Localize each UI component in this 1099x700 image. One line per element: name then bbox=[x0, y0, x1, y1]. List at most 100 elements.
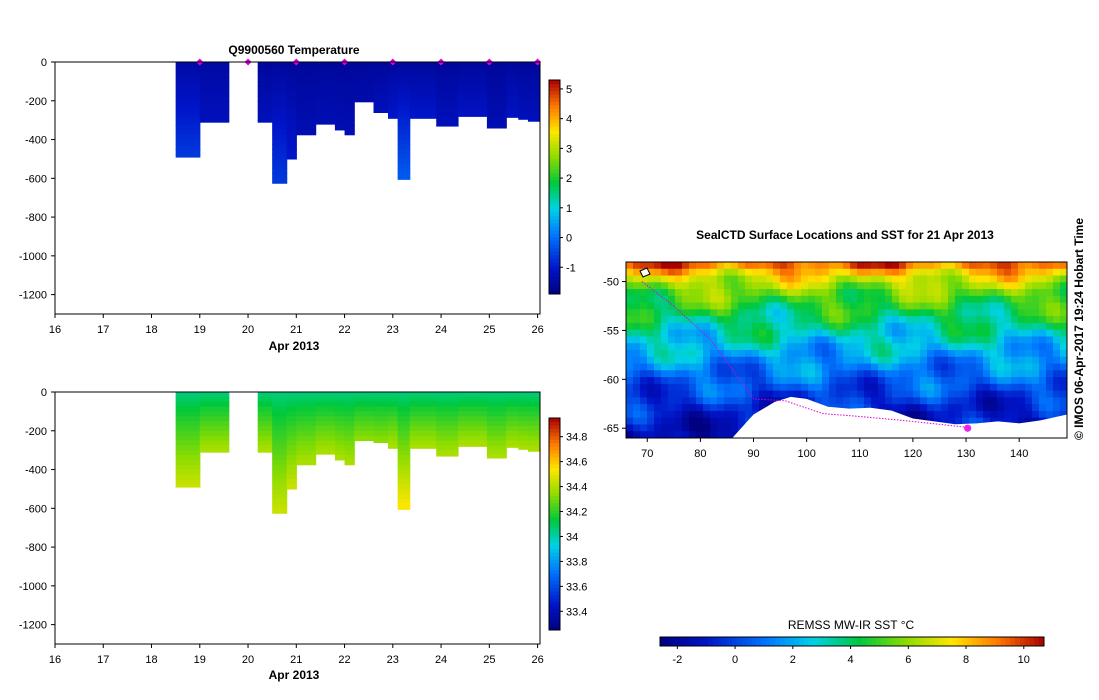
sst-cell bbox=[787, 268, 795, 277]
sst-cell bbox=[976, 282, 984, 290]
colorbar-segment bbox=[799, 637, 805, 646]
sst-cell bbox=[703, 343, 711, 351]
profile-cell bbox=[409, 66, 437, 73]
profile-cell bbox=[397, 100, 411, 107]
sst-cell bbox=[787, 383, 795, 392]
profile-cell bbox=[272, 144, 288, 150]
profile-cell bbox=[257, 392, 273, 398]
sst-cell bbox=[899, 302, 907, 310]
sst-cell bbox=[633, 268, 641, 277]
sst-cell bbox=[633, 302, 641, 310]
sst-cell bbox=[927, 282, 935, 290]
sst-cell bbox=[864, 350, 872, 358]
sst-cell bbox=[703, 289, 711, 297]
colorbar-segment bbox=[549, 158, 560, 163]
profile-cell bbox=[397, 81, 411, 87]
sst-cell bbox=[689, 329, 697, 338]
colorbar-segment bbox=[751, 637, 757, 646]
sst-cell bbox=[710, 424, 718, 432]
colorbar-segment bbox=[549, 421, 560, 426]
sst-cell bbox=[969, 302, 977, 310]
profile-cell bbox=[334, 450, 346, 456]
sst-cell bbox=[976, 397, 984, 405]
colorbar-segment bbox=[991, 637, 997, 646]
profile-cell bbox=[344, 81, 355, 87]
profile-cell bbox=[506, 86, 519, 92]
sst-cell bbox=[864, 322, 872, 331]
sst-cell bbox=[892, 302, 900, 310]
sst-cell bbox=[1053, 410, 1061, 419]
sst-cell bbox=[1025, 417, 1033, 426]
sst-cell bbox=[640, 343, 648, 351]
sst-cell bbox=[857, 268, 865, 277]
profile-cell bbox=[286, 392, 297, 398]
profile-cell bbox=[296, 392, 317, 398]
sst-cell bbox=[724, 356, 732, 365]
sst-cell bbox=[703, 431, 711, 438]
sst-cell bbox=[1039, 397, 1047, 405]
sst-cell bbox=[738, 417, 746, 426]
profile-cell bbox=[175, 396, 201, 403]
sst-cell bbox=[990, 356, 998, 365]
colorbar-segment bbox=[909, 637, 915, 646]
sst-cell bbox=[703, 302, 711, 310]
profile-cell bbox=[286, 455, 297, 461]
sst-cell bbox=[773, 383, 781, 392]
profile-cell bbox=[199, 110, 230, 116]
sst-cell bbox=[717, 410, 725, 419]
sst-cell bbox=[654, 417, 662, 426]
sst-cell bbox=[913, 322, 921, 331]
sst-cell bbox=[934, 363, 942, 371]
profile-cell bbox=[257, 421, 273, 427]
sst-cell bbox=[1046, 329, 1054, 338]
sst-cell bbox=[738, 343, 746, 351]
profile-cell bbox=[199, 435, 230, 442]
colorbar-segment bbox=[972, 637, 978, 646]
sst-cell bbox=[703, 268, 711, 277]
profile-cell bbox=[257, 95, 273, 102]
sst-cell bbox=[626, 343, 634, 351]
sst-cell bbox=[738, 329, 746, 338]
sst-cell bbox=[696, 390, 704, 398]
colorbar-segment bbox=[549, 587, 560, 592]
profile-cell bbox=[527, 120, 540, 122]
sst-cell bbox=[640, 417, 648, 426]
sst-cell bbox=[1018, 397, 1026, 405]
colorbar-segment bbox=[549, 608, 560, 613]
sst-cell bbox=[724, 322, 732, 331]
colorbar-tick-label: 1 bbox=[566, 203, 572, 215]
colorbar-segment bbox=[549, 439, 560, 444]
x-tick-label: 24 bbox=[435, 654, 447, 666]
colorbar-segment bbox=[784, 637, 791, 646]
sst-cell bbox=[731, 309, 739, 317]
sst-cell bbox=[822, 329, 830, 338]
profile-cell bbox=[506, 76, 519, 82]
profile-cell bbox=[436, 105, 459, 112]
sst-cell bbox=[808, 383, 816, 392]
sst-cell bbox=[941, 295, 949, 304]
profile-cell bbox=[486, 76, 507, 82]
sst-cell bbox=[1018, 336, 1026, 344]
sst-cell bbox=[913, 282, 921, 290]
profile-cell bbox=[286, 401, 297, 408]
sst-cell bbox=[976, 329, 984, 338]
profile-cell bbox=[397, 406, 411, 412]
sst-cell bbox=[1060, 404, 1067, 412]
profile-cell bbox=[518, 81, 529, 87]
sst-cell bbox=[654, 302, 662, 310]
sst-cell bbox=[1053, 316, 1061, 324]
profile-cell bbox=[397, 416, 411, 422]
sst-cell bbox=[829, 383, 837, 392]
sst-cell bbox=[829, 397, 837, 405]
sst-cell bbox=[801, 282, 809, 290]
sst-cell bbox=[913, 370, 921, 378]
sst-cell bbox=[815, 282, 823, 290]
sst-cell bbox=[899, 316, 907, 324]
sst-cell bbox=[633, 316, 641, 324]
sst-cell bbox=[934, 329, 942, 338]
colorbar-segment bbox=[549, 140, 560, 145]
profile-cell bbox=[272, 95, 288, 102]
sst-cell bbox=[934, 268, 942, 277]
sst-cell bbox=[815, 329, 823, 338]
sst-cell bbox=[899, 336, 907, 344]
